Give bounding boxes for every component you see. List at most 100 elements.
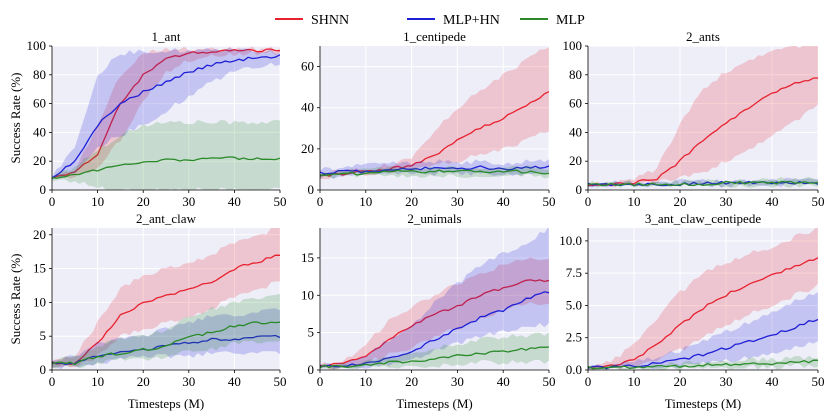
band-mlp [52,293,280,369]
band-mlp [588,355,818,370]
plot-area [588,46,818,190]
x-axis-label: Timesteps (M) [665,396,741,411]
line-shnn [320,279,549,367]
band-mlp-hn [52,47,280,180]
x-tick-label: 50 [274,374,287,389]
y-tick-label: 40 [301,100,314,115]
band-mlp-hn [588,292,818,370]
x-tick-label: 10 [359,374,372,389]
y-tick-label: 7.5 [566,265,582,280]
plot-area [320,228,549,370]
x-axis-label: Timesteps (M) [396,396,472,411]
x-tick-label: 20 [137,374,150,389]
x-tick-label: 50 [543,374,556,389]
y-tick-label: 0 [576,182,583,197]
y-tick-label: 15 [301,250,314,265]
line-mlp-hn [52,54,280,179]
legend-entry-shnn: SHNN [275,13,349,28]
line-mlp [320,169,549,176]
y-tick-label: 0 [308,362,315,377]
y-tick-label: 60 [301,59,314,74]
y-tick-label: 2.5 [566,330,582,345]
band-shnn [52,228,280,368]
y-tick-label: 5 [308,325,315,340]
x-tick-label: 10 [91,374,104,389]
series-group [588,228,818,370]
line-mlp [52,156,280,179]
y-tick-label: 20 [33,153,46,168]
band-shnn [320,47,549,180]
x-tick-label: 20 [674,194,687,209]
y-tick-label: 10 [33,294,46,309]
y-tick-label: 100 [27,38,47,53]
x-tick-label: 40 [766,194,779,209]
subplot-1-ant: 0 10 20 30 40 50 0 20 40 60 80 100 1_ant Success Rate… [8,29,287,209]
x-tick-label: 40 [766,374,779,389]
band-shnn [52,46,280,180]
subplot-title: 2_unimals [407,211,461,226]
subplot-3-ant-claw-centipede: 0 10 20 30 40 50 0.0 2.5 5.0 7.5 10.0 3_ant_claw_ce… [559,211,824,411]
line-mlp [588,180,818,187]
legend-label: MLP [556,13,585,28]
x-tick-label: 40 [497,374,510,389]
y-tick-label: 0.0 [566,362,582,377]
x-tick-label: 50 [543,194,556,209]
y-tick-label: 60 [33,96,46,111]
series-group [588,46,818,188]
x-tick-label: 50 [812,194,825,209]
line-mlp [320,346,549,369]
line-mlp-hn [320,165,549,175]
line-shnn [588,257,818,368]
line-mlp [588,359,818,370]
y-tick-label: 20 [301,141,314,156]
x-tick-label: 10 [91,194,104,209]
y-tick-label: 80 [33,67,46,82]
x-axis-label: Timesteps (M) [128,396,204,411]
band-shnn [588,46,818,188]
y-tick-label: 15 [33,261,46,276]
y-tick-label: 20 [569,153,582,168]
x-tick-label: 0 [317,194,324,209]
subplot-2-unimals: 0 10 20 30 40 50 0 5 10 15 2_unimals Timesteps (M) [301,211,556,411]
x-tick-label: 30 [451,194,464,209]
legend-entry-mlp: MLP [520,13,585,28]
band-mlp-hn [320,159,549,179]
x-tick-label: 30 [182,374,195,389]
subplot-title: 3_ant_claw_centipede [645,211,761,226]
x-tick-label: 50 [812,374,825,389]
subplot-title: 1_centipede [403,29,466,44]
y-axis-label: Success Rate (%) [8,254,23,345]
subplot-1-centipede: 0 10 20 30 40 50 0 20 40 60 1_centipede [301,29,556,209]
band-mlp [52,119,280,190]
plot-area [52,46,280,190]
plot-area [588,228,818,370]
x-tick-label: 10 [359,194,372,209]
subplot-title: 2_ants [686,29,720,44]
subplot-title: 2_ant_claw [136,211,197,226]
y-tick-label: 5 [40,328,47,343]
x-tick-label: 20 [405,194,418,209]
x-tick-label: 0 [585,194,592,209]
legend-label: SHNN [311,13,349,28]
band-mlp-hn [320,228,549,370]
band-mlp [320,332,549,370]
x-tick-label: 20 [674,374,687,389]
series-group [52,228,280,369]
y-tick-label: 0 [308,182,315,197]
y-tick-label: 100 [563,38,583,53]
x-tick-label: 10 [628,194,641,209]
series-group [52,46,280,190]
x-tick-label: 20 [137,194,150,209]
plot-area [320,46,549,190]
x-tick-label: 30 [720,374,733,389]
y-tick-label: 0 [40,182,47,197]
series-group [320,228,549,370]
subplot-2-ants: 0 10 20 30 40 50 0 20 40 60 80 100 2_ants [563,29,825,209]
y-tick-label: 40 [569,124,582,139]
x-tick-label: 0 [585,374,592,389]
x-tick-label: 40 [228,374,241,389]
x-tick-label: 40 [497,194,510,209]
band-shnn [320,257,549,370]
